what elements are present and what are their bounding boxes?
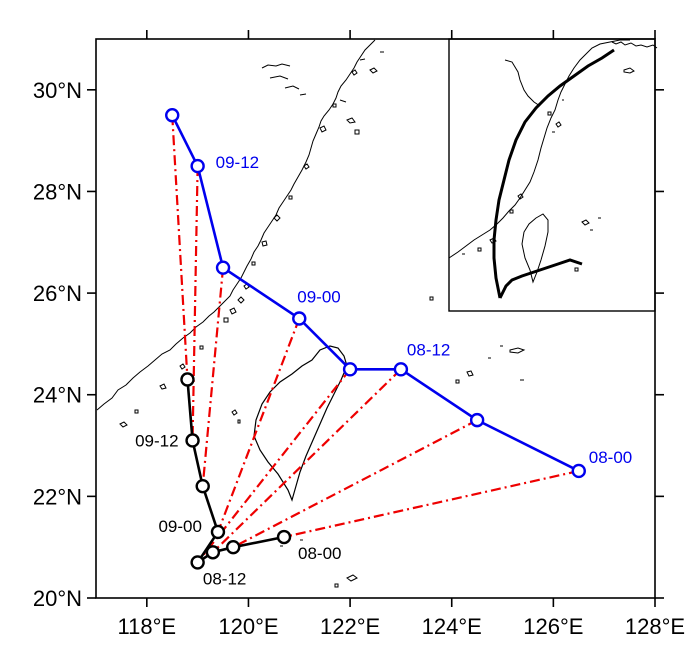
observed-track-point — [205, 545, 221, 560]
forecast-track-point — [571, 463, 586, 479]
forecast-track-point — [165, 108, 180, 123]
y-tick-label: 26°N — [33, 281, 82, 306]
observed-track-point — [195, 479, 210, 494]
connector-line — [191, 166, 199, 441]
x-tick-label: 124°E — [422, 614, 482, 639]
forecast-track-point — [469, 412, 485, 428]
connector-line — [232, 419, 478, 549]
x-tick-label: 120°E — [218, 614, 278, 639]
forecast-track-point — [190, 158, 205, 174]
x-tick-label: 118°E — [118, 614, 177, 639]
forecast-track-point — [342, 362, 358, 377]
time-annotation: 08-12 — [407, 340, 450, 359]
plot-frame — [95, 38, 656, 599]
y-tick-label: 24°N — [33, 383, 82, 408]
observed-track-point — [180, 372, 195, 387]
coastline-layer — [96, 39, 526, 588]
y-tick-label: 22°N — [33, 484, 82, 509]
y-tick-label: 30°N — [33, 78, 82, 103]
coastal-islands — [119, 51, 526, 588]
time-annotation: 08-12 — [203, 569, 246, 588]
series-layer — [165, 108, 586, 570]
connector-line — [201, 267, 225, 487]
y-tick-label: 28°N — [33, 179, 82, 204]
inset-map — [448, 38, 658, 312]
connector-line — [212, 368, 402, 554]
time-annotation: 09-12 — [216, 153, 259, 172]
connector-line — [171, 115, 189, 380]
connector-line — [283, 469, 580, 539]
forecast-track-point — [393, 362, 409, 377]
forecast-track-line — [171, 114, 580, 473]
connector-line — [216, 318, 301, 533]
mainland-coastline — [96, 39, 376, 411]
axes-layer: 118°E 120°E 122°E 124°E 126°E 128°E 20°N 22°N 24… — [33, 30, 685, 639]
time-annotation: 09-00 — [158, 517, 201, 536]
observed-track-point — [226, 539, 241, 555]
y-tick-label: 20°N — [33, 586, 82, 611]
taiwan-outline — [253, 345, 348, 502]
observed-track-point — [210, 524, 226, 540]
x-tick-label: 122°E — [320, 614, 380, 639]
observed-track-point — [276, 529, 292, 545]
time-annotation: 08-00 — [589, 448, 632, 467]
forecast-track-point — [292, 311, 307, 326]
x-tick-label: 126°E — [523, 614, 583, 639]
observed-track-point — [190, 555, 205, 570]
x-tick-label: 128°E — [625, 614, 685, 639]
forecast-track-point — [215, 260, 231, 275]
penghu-islands — [231, 409, 241, 424]
inset-coastline — [448, 39, 630, 259]
inset-taiwan — [521, 213, 549, 284]
time-annotation: 08-00 — [298, 544, 341, 563]
time-annotation: 09-00 — [297, 288, 340, 307]
time-annotation: 09-12 — [135, 431, 178, 450]
observed-track-point — [185, 433, 200, 448]
inset-frame — [448, 38, 656, 312]
inset-track — [492, 48, 615, 299]
inset-north-coast — [462, 41, 658, 272]
labels-layer: 08-00 08-12 09-00 09-12 08-00 08-12 09-00 09-12 — [135, 153, 632, 588]
